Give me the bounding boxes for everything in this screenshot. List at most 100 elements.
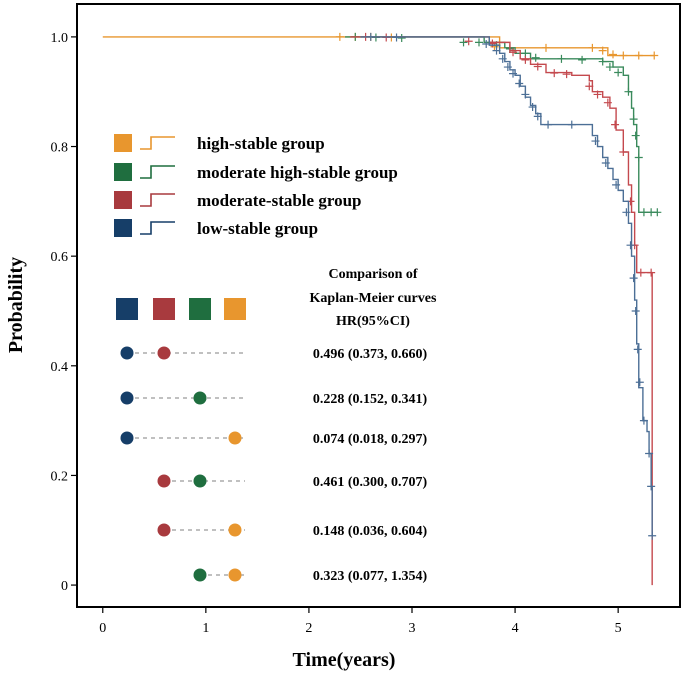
- censor-mark: [335, 32, 344, 41]
- legend-line-icon: [140, 136, 175, 150]
- hr-value-label: 0.228 (0.152, 0.341): [313, 392, 428, 407]
- censor-mark: [503, 63, 512, 72]
- hr-value-label: 0.323 (0.077, 1.354): [313, 569, 428, 584]
- km-curve-2: [345, 36, 658, 214]
- comparison-header-square: [224, 298, 246, 320]
- legend-label: low-stable group: [197, 219, 318, 238]
- censor-mark: [498, 54, 507, 63]
- y-axis-title: Probability: [5, 257, 27, 353]
- comparison-dot-a: [120, 391, 134, 405]
- censor-mark: [515, 79, 524, 88]
- censor-mark: [531, 53, 540, 62]
- comparison-title-line-2: Kaplan-Meier curves: [310, 291, 437, 306]
- x-tick-label: 3: [409, 621, 416, 636]
- censor-mark: [562, 70, 571, 79]
- censor-mark: [492, 46, 501, 55]
- legend-label: high-stable group: [197, 134, 325, 153]
- censor-mark: [567, 120, 576, 129]
- x-tick-label: 4: [512, 621, 519, 636]
- censor-mark: [550, 69, 559, 78]
- censor-mark: [603, 98, 612, 107]
- censor-mark: [533, 62, 542, 71]
- censor-mark: [464, 37, 473, 46]
- censor-mark: [593, 90, 602, 99]
- x-tick-label: 0: [99, 621, 106, 636]
- censor-mark: [634, 153, 643, 162]
- legend-label: moderate-stable group: [197, 191, 361, 210]
- censor-mark: [392, 33, 401, 42]
- censor-mark: [635, 378, 644, 387]
- legend-line-icon: [140, 221, 175, 235]
- censor-mark: [633, 345, 642, 354]
- legend-swatch: [114, 134, 132, 152]
- censor-mark: [634, 51, 643, 60]
- censor-mark: [601, 158, 610, 167]
- censor-mark: [521, 90, 530, 99]
- censor-mark: [598, 57, 607, 66]
- km-curve-1: [102, 36, 655, 57]
- censor-mark: [622, 208, 631, 217]
- y-tick-label: 1.0: [51, 31, 69, 46]
- censor-mark: [611, 120, 620, 129]
- censor-mark: [544, 120, 553, 129]
- censor-mark: [475, 38, 483, 47]
- hr-value-label: 0.461 (0.300, 0.707): [313, 475, 428, 490]
- legend-line-icon: [140, 165, 175, 179]
- censor-mark: [629, 115, 638, 124]
- censor-mark: [647, 482, 656, 491]
- censor-mark: [639, 208, 648, 217]
- censor-mark: [521, 55, 530, 64]
- censor-mark: [528, 103, 537, 112]
- x-tick-label: 2: [305, 621, 312, 636]
- censor-mark: [605, 63, 614, 72]
- censor-mark: [585, 82, 594, 91]
- y-tick-label: 0.4: [51, 360, 69, 375]
- censor-mark: [619, 148, 628, 157]
- censor-mark: [509, 69, 518, 78]
- comparison-title-line-3: HR(95%CI): [336, 314, 410, 329]
- censor-mark: [578, 55, 587, 64]
- censor-mark: [648, 531, 657, 540]
- legend-swatch: [114, 163, 132, 181]
- km-curve-3: [350, 36, 653, 586]
- y-tick-label: 0.2: [51, 469, 69, 484]
- censor-mark: [626, 241, 635, 250]
- comparison-dot-b: [193, 474, 207, 488]
- hr-value-label: 0.148 (0.036, 0.604): [313, 524, 428, 539]
- censor-mark: [542, 43, 550, 52]
- censor-mark: [631, 306, 640, 315]
- comparison-header-square: [189, 298, 211, 320]
- comparison-dot-b: [193, 391, 207, 405]
- comparison-dot-a: [193, 568, 207, 582]
- y-tick-label: 0.8: [51, 141, 69, 156]
- censor-mark: [647, 268, 656, 277]
- censor-mark: [588, 43, 597, 52]
- censor-mark: [650, 51, 659, 60]
- hr-value-label: 0.074 (0.018, 0.297): [313, 432, 428, 447]
- censor-mark: [591, 137, 600, 146]
- legend-swatch: [114, 191, 132, 209]
- censor-mark: [533, 112, 542, 121]
- legend-line-icon: [140, 193, 175, 207]
- censor-mark: [490, 42, 499, 51]
- censor-mark: [509, 48, 518, 57]
- comparison-dot-b: [228, 523, 242, 537]
- x-tick-label: 1: [202, 621, 209, 636]
- hr-value-label: 0.496 (0.373, 0.660): [313, 347, 428, 362]
- censor-mark: [653, 208, 662, 217]
- comparison-dot-a: [157, 474, 171, 488]
- comparison-dot-b: [157, 346, 171, 360]
- censor-mark: [609, 50, 617, 59]
- comparison-dot-b: [228, 568, 242, 582]
- censor-mark: [619, 51, 628, 60]
- censor-mark: [459, 38, 468, 47]
- legend-swatch: [114, 219, 132, 237]
- comparison-dot-b: [228, 431, 242, 445]
- y-tick-label: 0.6: [51, 250, 69, 265]
- hr-comparison-panel: Comparison of Kaplan-Meier curves HR(95%…: [116, 267, 437, 584]
- censor-mark: [598, 46, 607, 55]
- km-curve-4: [360, 36, 653, 536]
- censor-mark: [645, 449, 654, 458]
- censor-mark: [614, 68, 623, 77]
- legend: high-stable group moderate high-stable gr…: [114, 134, 398, 238]
